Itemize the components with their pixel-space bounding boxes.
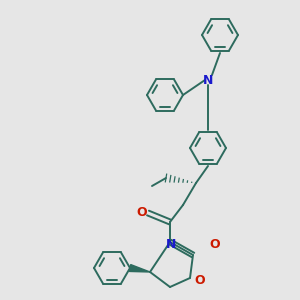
Text: O: O xyxy=(210,238,220,251)
Text: N: N xyxy=(166,238,176,250)
Text: O: O xyxy=(195,274,205,287)
Polygon shape xyxy=(129,265,150,272)
Text: O: O xyxy=(137,206,147,220)
Text: N: N xyxy=(203,74,213,86)
